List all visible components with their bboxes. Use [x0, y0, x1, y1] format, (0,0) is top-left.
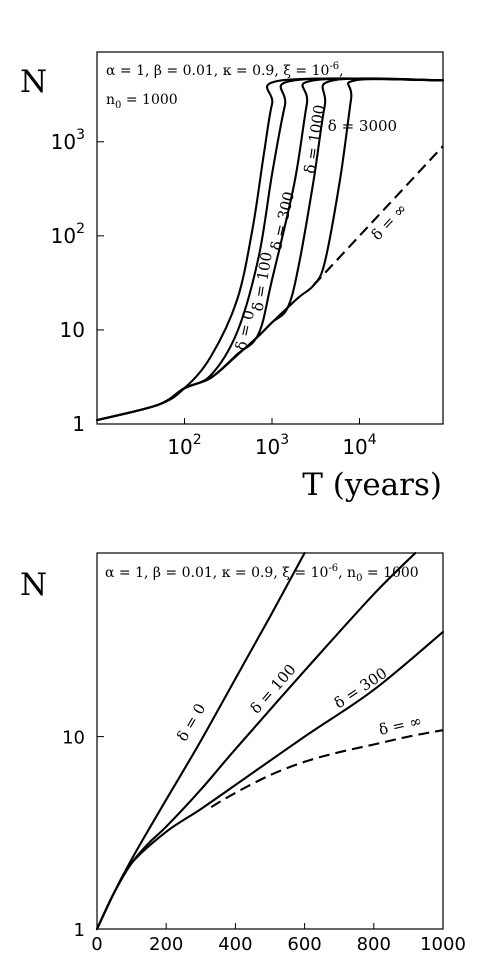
- series-label: δ = 300: [267, 190, 298, 252]
- y-tick-label: 10: [62, 728, 85, 749]
- series-label: δ = 300: [331, 664, 391, 712]
- x-tick-label: 0: [91, 934, 102, 955]
- y-tick-label: 1: [74, 920, 85, 941]
- series-curve-bottom-1: [95, 551, 417, 931]
- x-tick-label: 400: [218, 934, 252, 955]
- ticks-top: 102 103 104 1 10 102 103: [51, 127, 377, 459]
- chart-bottom: N α = 1, β = 0.01, κ = 0.9, ξ = 10-6, n0…: [20, 551, 466, 955]
- chart-top: N T (years) α = 1, β = 0.01, κ = 0.9, ξ …: [20, 51, 445, 503]
- params-line-bottom: α = 1, β = 0.01, κ = 0.9, ξ = 10-6, n0 =…: [105, 563, 419, 584]
- series-label: δ = 0: [232, 308, 258, 352]
- x-tick-label: 200: [149, 934, 183, 955]
- x-tick-label: 103: [255, 432, 289, 459]
- y-axis-label-bottom: N: [20, 567, 47, 603]
- plot-frame-top: [96, 51, 444, 425]
- x-tick-label: 800: [357, 934, 391, 955]
- x-tick-label: 1000: [420, 934, 466, 955]
- ticks-bottom: 0 200 400 600 800 1000 1 10: [62, 728, 466, 955]
- y-tick-label: 10: [60, 318, 85, 342]
- params-line-1-top: α = 1, β = 0.01, κ = 0.9, ξ = 10-6,: [106, 61, 344, 79]
- series-label: δ = 3000: [328, 117, 397, 135]
- y-tick-label: 103: [51, 127, 85, 154]
- curves-bottom: [95, 551, 445, 931]
- series-label: δ = ∞: [368, 200, 411, 244]
- x-tick-label: 104: [342, 432, 376, 459]
- series-curve-bottom-0: [95, 551, 306, 931]
- x-axis-label-top: T (years): [302, 467, 442, 503]
- x-tick-label: 600: [287, 934, 321, 955]
- x-tick-label: 102: [167, 432, 201, 459]
- series-curve-bottom-3: [210, 729, 444, 809]
- series-curve-bottom-2: [95, 630, 445, 931]
- series-label: δ = 0: [173, 700, 209, 744]
- params-line-2-top: n0 = 1000: [106, 92, 178, 111]
- curves-top: [95, 77, 445, 422]
- plot-frame-bottom: [96, 552, 444, 930]
- series-curve-top-4: [95, 77, 445, 422]
- series-label: δ = 100: [247, 661, 300, 718]
- series-label: δ = ∞: [377, 712, 424, 739]
- y-axis-label-top: N: [20, 64, 47, 100]
- y-tick-label: 1: [72, 412, 85, 436]
- y-tick-label: 102: [51, 221, 85, 248]
- series-curve-top-5: [313, 145, 444, 286]
